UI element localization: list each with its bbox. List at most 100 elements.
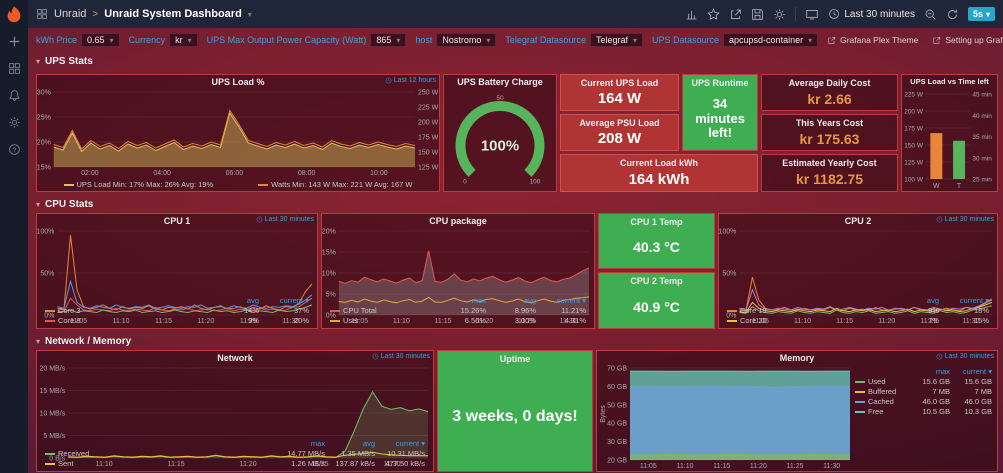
settings-gear-icon[interactable]	[773, 8, 786, 21]
variable-dropdown[interactable]: Nostromo ▾	[436, 33, 497, 47]
network-chart[interactable]: 20 MB/s 15 MB/s 10 MB/s 5 MB/s 0 B/s 11:10 11:…	[37, 364, 433, 468]
legend-series-row[interactable]: Core 20 7% 15%	[727, 316, 989, 326]
configuration-gear-icon[interactable]	[0, 109, 28, 136]
dashboards-icon[interactable]	[0, 55, 28, 82]
panel-header[interactable]: UPS Runtime	[683, 75, 757, 88]
panel-header[interactable]: Memory Last 30 minutes	[597, 351, 997, 364]
panel-cpu2-temp: CPU 2 Temp 40.9 °C	[598, 272, 715, 329]
panel-header[interactable]: Current UPS Load	[561, 75, 678, 88]
panel-header[interactable]: CPU 1 Last 30 minutes	[37, 214, 317, 227]
legend-column-header[interactable]: current ▾	[279, 296, 309, 305]
ups-load-chart[interactable]: 30% 25% 20% 15% 250 W 225 W 200 W 175 W 150 W 125…	[37, 88, 439, 178]
time-picker[interactable]: Last 30 minutes	[828, 8, 915, 20]
cpu1-chart[interactable]: 100% 50% 0% 11:05 11:10 11:15 11:20 11:25 11:30	[37, 227, 317, 325]
save-icon[interactable]	[751, 8, 764, 21]
cpu-package-chart[interactable]: 20% 15% 10% 5% 0% 11:05 11:10 11:15 11:20 11:25 11…	[322, 227, 594, 325]
svg-text:100%: 100%	[719, 229, 736, 236]
panel-header[interactable]: Average Daily Cost	[762, 75, 897, 88]
panel-header[interactable]: Uptime	[438, 351, 592, 364]
panel-header[interactable]: UPS Battery Charge	[444, 75, 556, 88]
legend-series-row[interactable]: User 6.56% 3.00% 4.31%	[330, 316, 586, 326]
svg-text:225 W: 225 W	[418, 105, 439, 112]
panel-this-years-cost: This Years Cost kr 175.63	[761, 114, 898, 151]
legend-series-row[interactable]: Core 3 14% 37%	[45, 306, 309, 316]
panel-header[interactable]: This Years Cost	[762, 115, 897, 128]
dashboard-link-plex-theme[interactable]: Grafana Plex Theme	[827, 35, 918, 45]
legend-column-header[interactable]: avg	[523, 296, 536, 305]
legend-series-row[interactable]: Core 19 9% 18%	[727, 306, 989, 316]
legend-series-row[interactable]: Buffered 7 MB 7 MB	[855, 387, 992, 397]
svg-text:175 W: 175 W	[904, 126, 924, 133]
legend-column-header[interactable]: current ▾	[962, 367, 992, 376]
refresh-interval-dropdown[interactable]: 5s ▾	[967, 7, 995, 21]
cpu2-chart[interactable]: 100% 50% 0% 11:05 11:10 11:15 11:20 11:25 11:30	[719, 227, 997, 325]
legend-column-header[interactable]: max	[471, 296, 486, 305]
panel-header[interactable]: CPU 2 Temp	[599, 273, 714, 286]
legend-column-header[interactable]: avg	[362, 439, 375, 448]
legend-series-row[interactable]: Used 15.6 GB 15.6 GB	[855, 377, 992, 387]
legend-series-row[interactable]: Received 14.77 MB/s 1.35 MB/s 10.31 MB/s	[45, 449, 425, 459]
tv-kiosk-icon[interactable]	[805, 8, 819, 21]
legend-column-header[interactable]: max	[935, 367, 950, 376]
variable-dropdown[interactable]: kr ▾	[169, 33, 198, 47]
svg-text:11:05: 11:05	[351, 318, 368, 325]
add-panel-icon[interactable]	[685, 8, 698, 21]
help-icon[interactable]: ?	[0, 136, 28, 163]
panel-header[interactable]: Estimated Yearly Cost	[762, 155, 897, 168]
legend-series[interactable]: UPS Load Min: 17% Max: 26% Avg: 19%	[63, 180, 213, 189]
legend-column-header[interactable]: current ▾	[556, 296, 586, 305]
panel-header[interactable]: Average PSU Load	[561, 115, 678, 128]
panel-header[interactable]: Current Load kWh	[561, 155, 757, 168]
panel-title: Uptime	[499, 353, 531, 364]
grafana-logo[interactable]	[0, 0, 28, 28]
stat-value: 208 W	[597, 130, 642, 148]
row-header-network-memory[interactable]: ▾ Network / Memory	[36, 336, 132, 347]
panel-time-override: Last 30 minutes	[936, 353, 994, 360]
variable-dropdown[interactable]: 865 ▾	[370, 33, 407, 47]
legend-series-row[interactable]: CPU Total 15.26% 8.96% 11.21%	[330, 306, 586, 316]
zoom-out-icon[interactable]	[924, 8, 937, 21]
memory-chart[interactable]: 70 GB 60 GB 50 GB 40 GB 30 GB 20 GB 11:05 11:10…	[597, 364, 855, 471]
panel-header[interactable]: Network Last 30 minutes	[37, 351, 433, 364]
row-header-cpu-stats[interactable]: ▾ CPU Stats	[36, 199, 94, 210]
legend-series-row[interactable]: Free 10.5 GB 10.3 GB	[855, 407, 992, 417]
panel-header[interactable]: CPU package	[322, 214, 594, 227]
legend-header: max current ▾	[855, 367, 992, 377]
legend-column-header[interactable]: current ▾	[395, 439, 425, 448]
breadcrumb-folder[interactable]: Unraid	[54, 8, 87, 20]
variable-dropdown[interactable]: Telegraf ▾	[589, 33, 643, 47]
dashboard-link-ups-guide[interactable]: Setting up Grafana and InfluxDB for UPS …	[932, 35, 1003, 45]
breadcrumb-dashboard-title[interactable]: Unraid System Dashboard	[104, 8, 242, 20]
panel-title: Average PSU Load	[579, 117, 660, 128]
divider	[795, 7, 797, 21]
panel-header[interactable]: CPU 2 Last 30 minutes	[719, 214, 997, 227]
dashboard-links: Grafana Plex Theme Setting up Grafana an…	[827, 35, 1003, 45]
panel-header[interactable]: CPU 1 Temp	[599, 214, 714, 227]
legend-column-header[interactable]: avg	[246, 296, 259, 305]
variable-dropdown[interactable]: 0.65 ▾	[81, 33, 120, 47]
stat-value: kr 1182.75	[796, 171, 863, 188]
legend-series-row[interactable]: Core 8 9% 20%	[45, 316, 309, 326]
svg-text:11:30: 11:30	[962, 318, 979, 325]
variable-dropdown[interactable]: apcupsd-container ▾	[723, 33, 819, 47]
svg-text:11:20: 11:20	[240, 461, 257, 468]
ups-load-vs-time-chart[interactable]: 225 W 200 W 175 W 150 W 125 W 100 W 45 min 40 m…	[902, 88, 997, 191]
panel-header[interactable]: UPS Load % Last 12 hours	[37, 75, 439, 88]
legend-column-header[interactable]: current ▾	[959, 296, 989, 305]
star-icon[interactable]	[707, 7, 721, 21]
legend-series-row[interactable]: Sent 1.26 MB/s 137.87 kB/s 477.50 kB/s	[45, 459, 425, 469]
legend-series[interactable]: Watts Min: 143 W Max: 221 W Avg: 167 W	[258, 180, 412, 189]
row-header-ups-stats[interactable]: ▾ UPS Stats	[36, 56, 93, 67]
legend-column-header[interactable]: max	[310, 439, 325, 448]
create-plus-icon[interactable]	[0, 28, 28, 55]
variable-label: Currency	[128, 35, 166, 45]
refresh-icon[interactable]	[946, 8, 959, 21]
svg-text:20%: 20%	[37, 140, 51, 147]
svg-text:11:15: 11:15	[168, 461, 185, 468]
legend-series-row[interactable]: Cached 46.0 GB 46.0 GB	[855, 397, 992, 407]
alerting-bell-icon[interactable]	[0, 82, 28, 109]
panel-header[interactable]: UPS Load vs Time left	[902, 75, 997, 88]
share-icon[interactable]	[729, 8, 742, 21]
legend-column-header[interactable]: avg	[926, 296, 939, 305]
chevron-down-icon[interactable]: ▾	[247, 9, 252, 19]
